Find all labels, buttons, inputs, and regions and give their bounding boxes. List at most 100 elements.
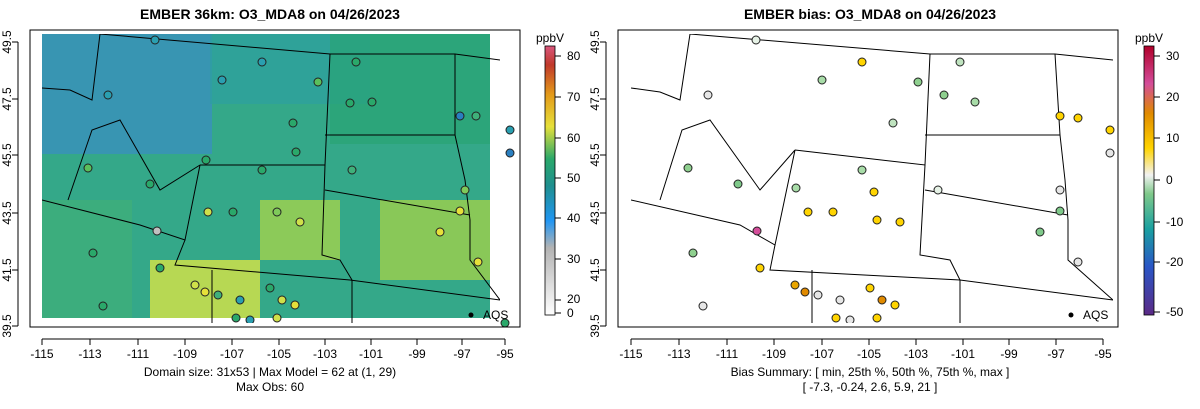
station-point bbox=[800, 287, 810, 297]
colorbar-gradient bbox=[1143, 45, 1155, 316]
station-point bbox=[145, 179, 155, 189]
map-background bbox=[631, 34, 1113, 323]
border-line bbox=[42, 34, 101, 101]
station-point bbox=[828, 207, 838, 217]
station-point-outside bbox=[1105, 125, 1115, 135]
colorbar-tick-label: -50 bbox=[1166, 305, 1184, 319]
station-point bbox=[888, 118, 898, 128]
colorbar-left: ppbV 80 70 60 50 40 30 20 0 bbox=[536, 31, 581, 320]
station-point bbox=[313, 77, 323, 87]
x-tick-label: -103 bbox=[904, 347, 928, 361]
border-line bbox=[919, 164, 961, 281]
station-point bbox=[460, 185, 470, 195]
station-point bbox=[155, 263, 165, 273]
x-tick-label: -95 bbox=[1094, 347, 1112, 361]
y-tick-label: 45.5 bbox=[0, 143, 14, 167]
station-point bbox=[869, 187, 879, 197]
x-tick-label: -99 bbox=[1000, 347, 1018, 361]
x-tick-label: -101 bbox=[359, 347, 383, 361]
aqs-marker-label: AQS bbox=[1083, 308, 1108, 322]
map-edge-mask-bottom bbox=[42, 318, 500, 323]
border-line bbox=[174, 239, 500, 301]
station-point bbox=[890, 300, 900, 310]
border-line bbox=[324, 189, 471, 216]
station-point-outside bbox=[505, 125, 515, 135]
border-line bbox=[659, 119, 796, 201]
station-point-outside bbox=[1105, 148, 1115, 158]
station-point bbox=[939, 90, 949, 100]
station-point bbox=[835, 295, 845, 305]
station-point bbox=[277, 295, 287, 305]
station-point bbox=[790, 280, 800, 290]
x-tick-label: -113 bbox=[667, 347, 690, 361]
panel-right-map bbox=[631, 34, 1113, 323]
station-point bbox=[817, 75, 827, 85]
x-tick-label: -105 bbox=[857, 347, 881, 361]
panel-right: EMBER bias: O3_MDA8 on 04/26/2023 bbox=[588, 6, 1184, 394]
station-point bbox=[872, 215, 882, 225]
station-point bbox=[103, 90, 113, 100]
station-point bbox=[933, 185, 943, 195]
y-tick-label: 39.5 bbox=[588, 314, 602, 338]
station-point bbox=[752, 226, 762, 236]
colorbar-tick-label: 40 bbox=[567, 211, 581, 225]
station-point bbox=[803, 207, 813, 217]
station-point bbox=[150, 35, 160, 45]
station-point bbox=[213, 290, 223, 300]
colorbar-tick-label: -20 bbox=[1166, 255, 1184, 269]
station-point bbox=[231, 313, 241, 323]
y-tick-label: 47.5 bbox=[588, 87, 602, 111]
station-point-outside bbox=[505, 148, 515, 158]
panel-right-title: EMBER bias: O3_MDA8 on 04/26/2023 bbox=[744, 6, 996, 22]
station-point bbox=[217, 75, 227, 85]
panel-left-map bbox=[42, 34, 500, 323]
station-point bbox=[200, 287, 210, 297]
y-tick-label: 49.5 bbox=[0, 30, 14, 54]
station-point bbox=[872, 313, 882, 323]
station-point bbox=[435, 227, 445, 237]
x-tick-label: -99 bbox=[408, 347, 426, 361]
x-tick-label: -95 bbox=[496, 347, 514, 361]
colorbar-tick-label: 10 bbox=[1166, 131, 1180, 145]
station-point bbox=[845, 315, 855, 323]
station-point bbox=[257, 57, 267, 67]
station-point bbox=[290, 300, 300, 310]
map-edge-mask bbox=[490, 34, 500, 323]
station-point bbox=[291, 147, 301, 157]
station-point bbox=[257, 165, 267, 175]
station-point bbox=[733, 179, 743, 189]
station-point bbox=[201, 155, 211, 165]
station-point bbox=[345, 98, 355, 108]
aqs-marker-label: AQS bbox=[483, 308, 508, 322]
station-point bbox=[455, 206, 465, 216]
colorbar-gradient bbox=[544, 45, 556, 316]
y-tick-label: 41.5 bbox=[0, 258, 14, 282]
colorbar-tick-label: 50 bbox=[567, 171, 581, 185]
y-axis-right bbox=[600, 41, 607, 327]
y-tick-label: 47.5 bbox=[0, 87, 14, 111]
colorbar-tick-label: 20 bbox=[1166, 90, 1180, 104]
station-point bbox=[751, 35, 761, 45]
border-line bbox=[321, 164, 353, 281]
y-tick-label: 49.5 bbox=[588, 30, 602, 54]
x-tick-label: -113 bbox=[78, 347, 101, 361]
y-tick-labels-right: 39.5 41.5 43.5 45.5 47.5 49.5 bbox=[588, 30, 602, 338]
station-point bbox=[955, 57, 965, 67]
station-points-right bbox=[683, 35, 1083, 323]
panel-right-frame bbox=[617, 29, 1119, 328]
y-tick-label: 39.5 bbox=[0, 314, 14, 338]
station-point bbox=[288, 118, 298, 128]
station-point bbox=[235, 295, 245, 305]
panel-left-title: EMBER 36km: O3_MDA8 on 04/26/2023 bbox=[140, 6, 400, 22]
x-tick-label: -101 bbox=[951, 347, 975, 361]
station-point bbox=[698, 301, 708, 311]
panel-left-caption-1: Domain size: 31x53 | Max Model = 62 at (… bbox=[144, 365, 396, 379]
border-line bbox=[689, 34, 1113, 61]
colorbar-tick-label: 80 bbox=[567, 49, 581, 63]
station-point bbox=[245, 315, 255, 323]
station-point bbox=[367, 97, 377, 107]
x-tick-label: -111 bbox=[127, 347, 150, 361]
colorbar-unit-label: ppbV bbox=[536, 31, 564, 45]
map-region-se-high bbox=[380, 200, 500, 280]
station-point bbox=[688, 248, 698, 258]
